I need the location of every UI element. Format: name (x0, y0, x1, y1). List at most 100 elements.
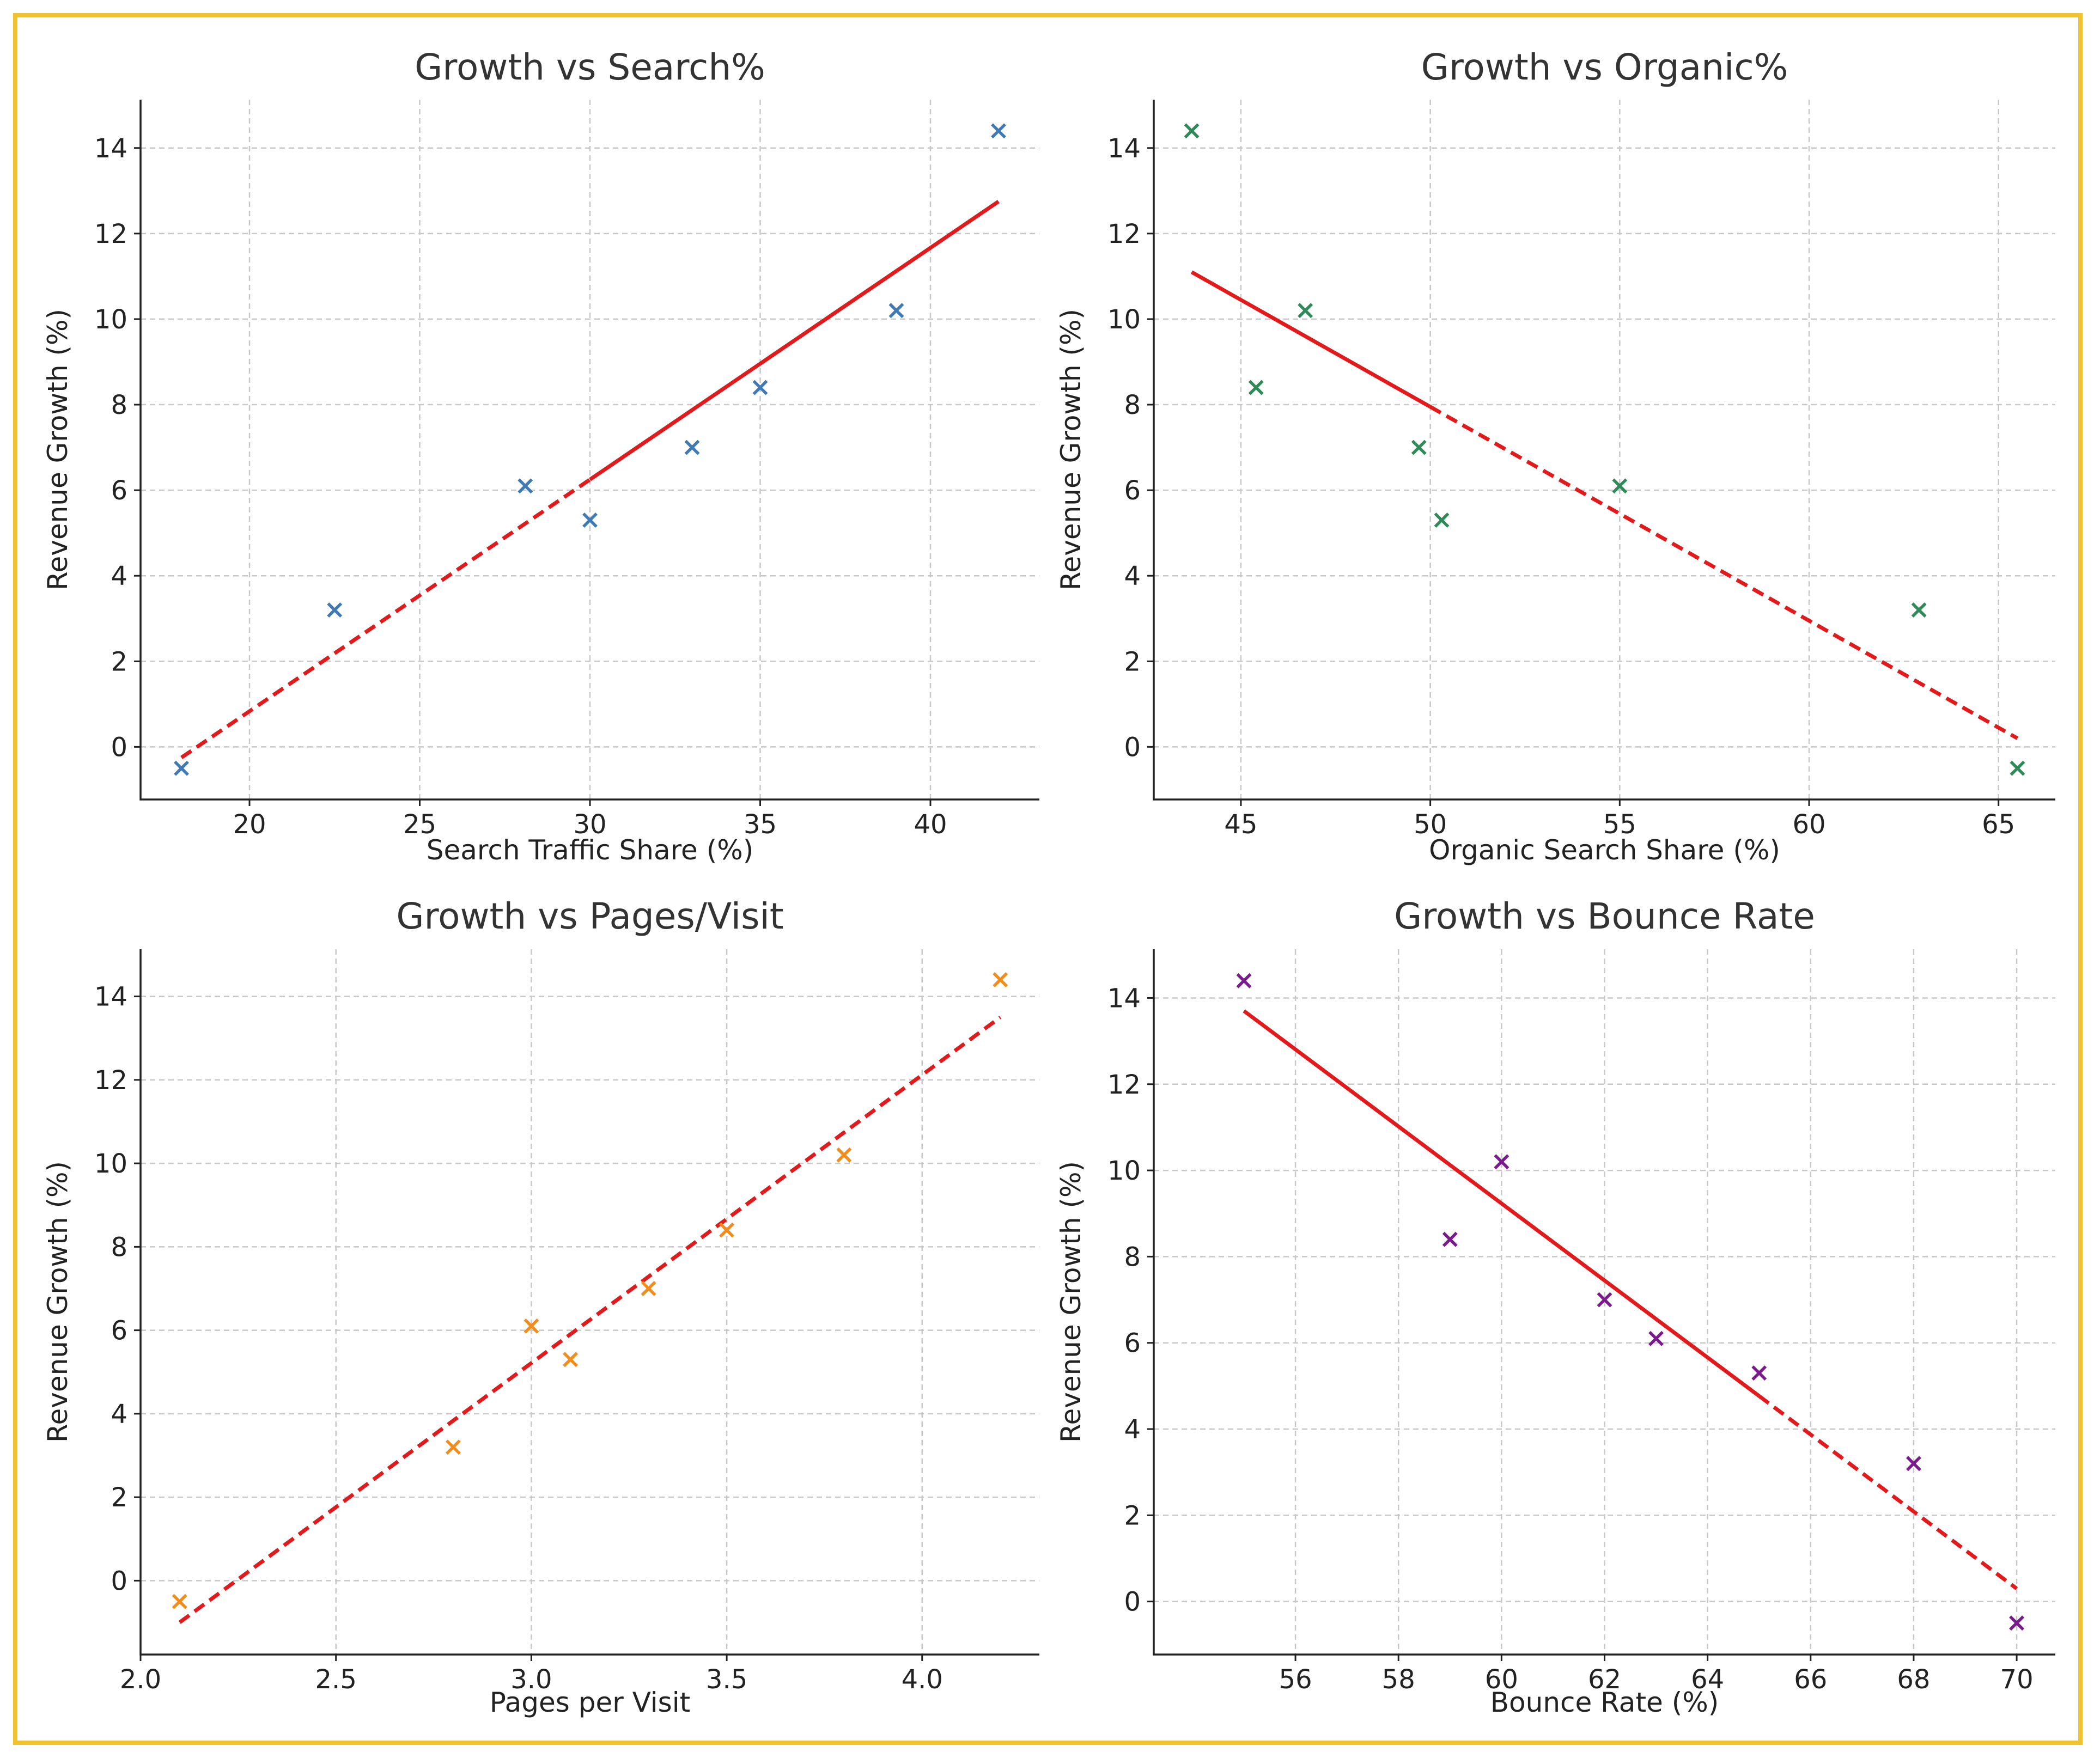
y-tick-label: 10 (94, 304, 127, 335)
trendline-dashed (178, 1016, 1002, 1624)
y-tick-label: 8 (111, 390, 127, 420)
x-tick-label: 3.0 (510, 1664, 552, 1695)
x-tick-label: 40 (914, 809, 947, 840)
y-tick-label: 6 (1124, 1328, 1141, 1359)
chart-title: Growth vs Pages/Visit (396, 895, 783, 937)
data-point (563, 1352, 579, 1368)
y-tick-label: 2 (111, 646, 127, 677)
point-stroke (993, 972, 1008, 987)
y-tick-label: 10 (94, 1149, 127, 1179)
figure-frame: 20 25 30 35 40 0 2 4 6 8 10 12 14 Growth vs Search% Se… (13, 13, 2083, 1745)
data-point (752, 380, 768, 395)
x-tick-label: 65 (1982, 809, 2015, 840)
point-stroke (445, 1439, 461, 1455)
point-stroke (1597, 1292, 1612, 1308)
y-tick-label: 6 (1124, 475, 1141, 506)
x-axis-label: Bounce Rate (%) (1490, 1687, 1719, 1718)
axis-spines (139, 949, 1039, 1656)
y-tick-label: 14 (1107, 983, 1141, 1014)
y-tick-label: 8 (111, 1232, 127, 1262)
trendline-dashed (1758, 1394, 2018, 1590)
point-stroke (2010, 760, 2025, 776)
y-tick-label: 4 (1124, 1414, 1141, 1445)
x-tick-label: 2.5 (315, 1664, 357, 1695)
y-axis-label: Revenue Growth (%) (1055, 309, 1087, 590)
data-point (1411, 440, 1427, 455)
point-stroke (752, 380, 768, 395)
data-point (719, 1222, 735, 1238)
point-stroke (1298, 303, 1313, 319)
data-point (1906, 1456, 1921, 1472)
trendline-dashed (1429, 405, 2019, 740)
x-tick-label: 45 (1224, 809, 1257, 840)
x-tick-label: 68 (1897, 1664, 1930, 1695)
point-stroke (1612, 478, 1628, 494)
chart-title: Growth vs Search% (415, 46, 765, 88)
x-tick-label: 35 (744, 809, 777, 840)
trendline-solid (1190, 270, 1432, 409)
point-stroke (1442, 1231, 1458, 1247)
axis-spines (1153, 100, 2055, 801)
y-tick-label: 0 (1124, 732, 1141, 762)
chart-growth-vs-pages-per-visit: 2.0 2.5 3.0 3.5 4.0 0 2 4 6 8 10 12 14 Growth vs Page… (42, 895, 1039, 1718)
y-axis-label: Revenue Growth (%) (42, 309, 74, 590)
x-tick-label: 50 (1414, 809, 1447, 840)
point-stroke (1411, 440, 1427, 455)
x-tick-label: 55 (1603, 809, 1636, 840)
data-point (327, 602, 343, 618)
data-point (445, 1439, 461, 1455)
x-tick-label: 2.0 (120, 1664, 161, 1695)
point-stroke (582, 512, 598, 528)
point-stroke (719, 1222, 735, 1238)
y-axis-label: Revenue Growth (%) (1055, 1161, 1087, 1443)
y-tick-label: 0 (111, 732, 127, 762)
chart-growth-vs-search: 20 25 30 35 40 0 2 4 6 8 10 12 14 Growth vs Search% Se… (42, 46, 1039, 866)
x-tick-label: 62 (1588, 1664, 1621, 1695)
point-stroke (1184, 123, 1200, 139)
trendline-dashed (180, 478, 591, 759)
y-tick-label: 4 (111, 1399, 127, 1430)
y-tick-label: 4 (111, 561, 127, 591)
y-tick-label: 14 (94, 982, 127, 1012)
data-point (1434, 512, 1450, 528)
data-point (2009, 1615, 2025, 1631)
data-point (641, 1281, 656, 1296)
y-tick-label: 2 (111, 1482, 127, 1513)
y-tick-label: 14 (1107, 133, 1141, 164)
data-point (1911, 602, 1927, 618)
y-tick-label: 8 (1124, 390, 1141, 420)
axis-spines (139, 100, 1039, 801)
point-stroke (518, 478, 533, 494)
data-point (172, 1594, 187, 1609)
point-stroke (888, 303, 904, 319)
data-point (1248, 380, 1264, 395)
data-point (1298, 303, 1313, 319)
data-point (836, 1147, 852, 1163)
y-tick-label: 0 (111, 1566, 127, 1596)
y-tick-label: 2 (1124, 646, 1141, 677)
data-point (518, 478, 533, 494)
data-point (991, 123, 1006, 139)
y-tick-label: 12 (1107, 219, 1141, 249)
y-tick-label: 2 (1124, 1500, 1141, 1531)
y-tick-label: 6 (111, 1316, 127, 1346)
x-tick-label: 70 (2000, 1664, 2034, 1695)
x-tick-label: 64 (1691, 1664, 1724, 1695)
point-stroke (1911, 602, 1927, 618)
x-tick-label: 66 (1794, 1664, 1827, 1695)
point-stroke (836, 1147, 852, 1163)
x-tick-label: 20 (233, 809, 266, 840)
point-stroke (1751, 1365, 1767, 1381)
data-point (1494, 1154, 1509, 1170)
trendline-solid (1243, 1009, 1761, 1398)
y-tick-label: 14 (94, 133, 127, 164)
chart-growth-vs-organic: 45 50 55 60 65 0 2 4 6 8 10 12 14 Growth vs Organic% O… (1055, 46, 2055, 866)
x-tick-label: 56 (1279, 1664, 1312, 1695)
x-tick-label: 58 (1382, 1664, 1415, 1695)
point-stroke (1906, 1456, 1921, 1472)
point-stroke (2009, 1615, 2025, 1631)
data-point (524, 1318, 539, 1334)
data-point (1184, 123, 1200, 139)
axis-spines (1153, 949, 2055, 1656)
